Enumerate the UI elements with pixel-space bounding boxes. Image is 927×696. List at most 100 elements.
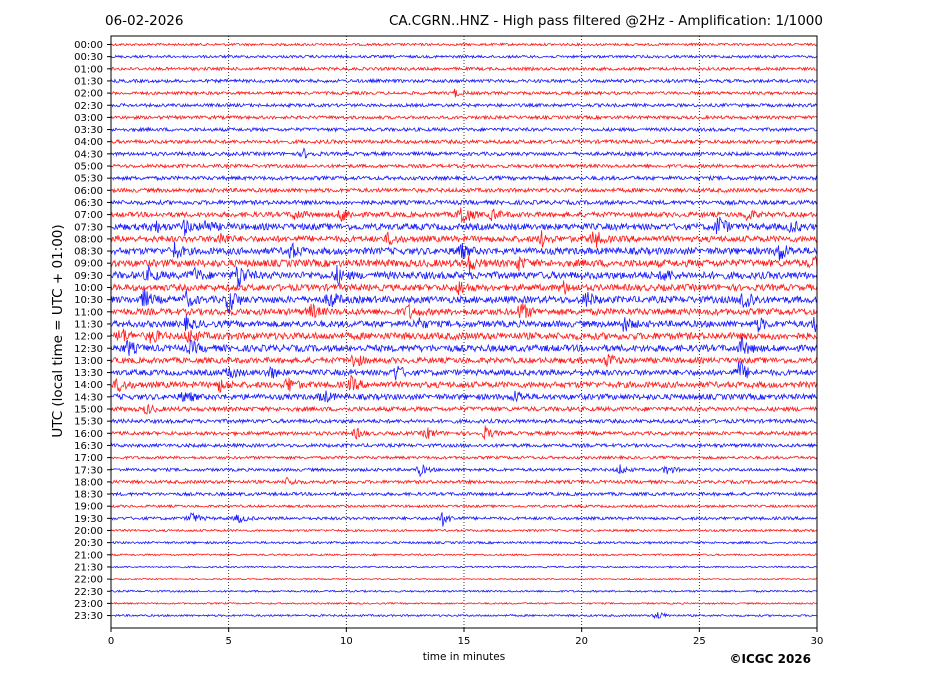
trace-1500 [110, 403, 818, 415]
y-tick-label: 06:00 [74, 186, 103, 197]
trace-2300 [110, 601, 818, 606]
y-tick-label: 10:00 [74, 283, 103, 294]
y-tick-label: 09:00 [74, 259, 103, 270]
x-axis-label: time in minutes [423, 651, 505, 663]
trace-2230 [110, 589, 818, 594]
date-label: 06-02-2026 [105, 13, 183, 29]
y-tick-label: 19:00 [74, 502, 103, 513]
gridlines [228, 36, 700, 628]
y-tick-label: 12:30 [74, 344, 103, 355]
trace-0700 [110, 207, 818, 224]
x-tick-label: 0 [108, 636, 114, 647]
trace-0400 [110, 138, 818, 145]
trace-0530 [110, 174, 818, 182]
y-tick-label: 08:00 [74, 234, 103, 245]
y-tick-label: 23:30 [74, 611, 103, 622]
trace-1130 [110, 314, 818, 333]
trace-1430 [110, 390, 818, 403]
y-tick-label: 13:30 [74, 368, 103, 379]
x-tick-label: 25 [693, 636, 706, 647]
trace-1730 [110, 463, 818, 478]
y-tick-label: 01:30 [74, 76, 103, 87]
y-tick-label: 03:30 [74, 125, 103, 136]
y-tick-label: 01:00 [74, 64, 103, 75]
y-tick-label: 12:00 [74, 332, 103, 343]
trace-0030 [110, 54, 818, 60]
y-tick-label: 18:00 [74, 477, 103, 488]
trace-1300 [110, 353, 818, 367]
trace-0330 [110, 126, 818, 133]
y-tick-label: 13:00 [74, 356, 103, 367]
y-tick-label: 07:00 [74, 210, 103, 221]
y-tick-label: 09:30 [74, 271, 103, 282]
y-tick-label: 16:30 [74, 441, 103, 452]
y-tick-label: 05:30 [74, 174, 103, 185]
chart-title: CA.CGRN..HNZ - High pass filtered @2Hz -… [389, 13, 823, 29]
x-axis: 0 5 10 15 20 25 30 [108, 628, 824, 647]
trace-0230 [110, 102, 818, 109]
trace-0730 [110, 216, 818, 236]
y-tick-label: 02:30 [74, 101, 103, 112]
y-tick-label: 11:30 [74, 319, 103, 330]
trace-1100 [110, 303, 818, 320]
trace-1200 [110, 328, 818, 344]
y-tick-label: 19:30 [74, 514, 103, 525]
trace-2330 [110, 612, 818, 620]
trace-0100 [110, 65, 818, 72]
trace-1530 [110, 417, 818, 425]
trace-2030 [110, 540, 818, 545]
trace-1230 [110, 336, 818, 356]
y-tick-label: 04:30 [74, 149, 103, 160]
y-tick-label: 08:30 [74, 247, 103, 258]
x-tick-label: 20 [575, 636, 588, 647]
trace-0800 [110, 230, 818, 248]
y-tick-label: 11:00 [74, 307, 103, 318]
trace-0130 [110, 77, 818, 84]
x-tick-label: 10 [340, 636, 353, 647]
trace-1000 [110, 280, 818, 296]
trace-2200 [110, 577, 818, 581]
y-axis-label: UTC (local time = UTC + 01:00) [50, 224, 66, 437]
trace-1900 [110, 503, 818, 509]
trace-1700 [110, 454, 818, 461]
trace-0630 [110, 198, 818, 207]
copyright-label: ©ICGC 2026 [729, 652, 811, 666]
y-tick-label: 15:00 [74, 405, 103, 416]
y-tick-label: 14:00 [74, 380, 103, 391]
y-tick-label: 23:00 [74, 599, 103, 610]
y-tick-label: 04:00 [74, 137, 103, 148]
trace-0200 [110, 88, 818, 98]
trace-2130 [110, 565, 818, 569]
trace-0930 [110, 264, 818, 287]
y-tick-label: 16:00 [74, 429, 103, 440]
trace-2000 [110, 528, 818, 533]
seismic-traces [110, 42, 818, 620]
y-tick-label: 22:00 [74, 575, 103, 586]
y-tick-label: 02:00 [74, 89, 103, 100]
y-tick-label: 20:00 [74, 526, 103, 537]
trace-0300 [110, 114, 818, 121]
trace-0900 [110, 255, 818, 273]
trace-1330 [110, 360, 818, 381]
x-tick-label: 15 [458, 636, 471, 647]
trace-1930 [110, 512, 818, 527]
y-tick-label: 14:30 [74, 392, 103, 403]
x-tick-label: 30 [811, 636, 824, 647]
y-tick-label: 17:00 [74, 453, 103, 464]
trace-1600 [110, 425, 818, 440]
trace-1830 [110, 491, 818, 498]
trace-2100 [110, 552, 818, 557]
y-tick-label: 18:30 [74, 490, 103, 501]
y-tick-label: 06:30 [74, 198, 103, 209]
trace-1630 [110, 442, 818, 449]
trace-0600 [110, 186, 818, 194]
y-tick-label: 17:30 [74, 465, 103, 476]
y-tick-label: 05:00 [74, 162, 103, 173]
y-tick-label: 00:30 [74, 52, 103, 63]
trace-0430 [110, 147, 818, 159]
y-tick-label: 00:00 [74, 40, 103, 51]
x-tick-label: 5 [225, 636, 231, 647]
y-tick-label: 15:30 [74, 417, 103, 428]
